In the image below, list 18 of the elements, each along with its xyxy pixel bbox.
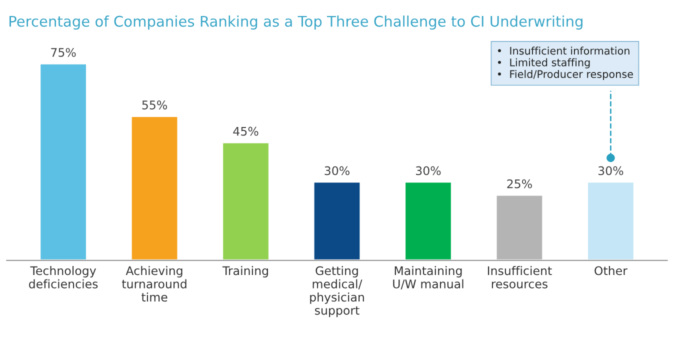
data-label: 45% bbox=[233, 126, 258, 136]
data-label: 75% bbox=[51, 48, 76, 57]
x-tick-label: Getting medical/ physician support bbox=[310, 266, 364, 318]
data-label: 55% bbox=[142, 100, 168, 110]
x-tick-label: Insufficient resources bbox=[488, 266, 552, 288]
chart-title: Percentage of Companies Ranking as a Top Three Challenge to CI Underwriting bbox=[10, 16, 582, 30]
bar bbox=[312, 180, 362, 260]
x-tick-label: Training bbox=[222, 266, 268, 278]
x-tick-label: Other bbox=[594, 266, 628, 276]
data-label: 30% bbox=[416, 166, 441, 176]
data-label: 30% bbox=[324, 166, 350, 176]
data-label: 25% bbox=[507, 179, 532, 188]
x-tick-label: Maintaining U/W manual bbox=[393, 266, 464, 290]
bar bbox=[494, 194, 544, 260]
x-tick-label: Technology deficiencies bbox=[29, 266, 98, 288]
data-label: 30% bbox=[598, 166, 624, 176]
x-tick-label: Achieving turnaround time bbox=[122, 266, 186, 302]
annotation: • Insufficient information • Limited staffing • Field/Producer response bbox=[498, 46, 633, 80]
